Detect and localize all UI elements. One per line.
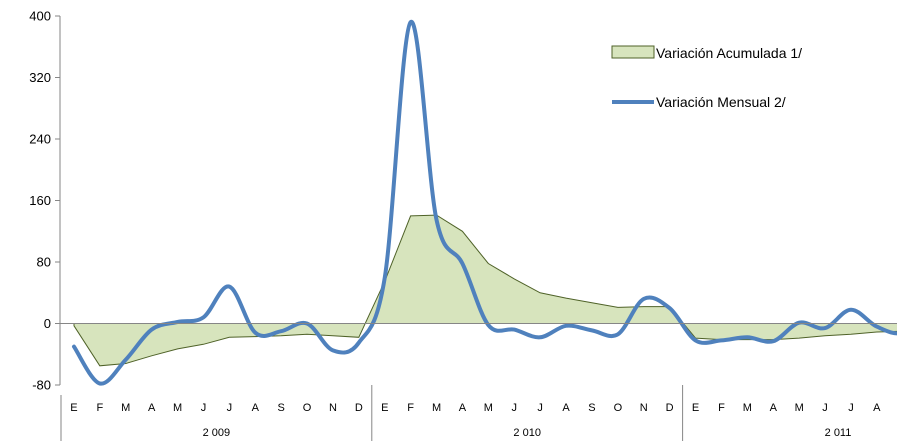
- x-month-label: J: [201, 402, 207, 414]
- x-month-label: J: [227, 402, 233, 414]
- x-year-label: 2 010: [513, 427, 541, 439]
- y-tick-label: 400: [29, 9, 51, 24]
- area-fill: [74, 215, 897, 366]
- x-month-label: F: [96, 402, 103, 414]
- x-month-label: O: [614, 402, 623, 414]
- line-series-mensual: [72, 20, 897, 386]
- x-month-label: J: [822, 402, 828, 414]
- x-month-label: O: [303, 402, 312, 414]
- x-month-label: A: [148, 402, 156, 414]
- x-month-label: M: [743, 402, 752, 414]
- legend-area-swatch: [611, 45, 655, 59]
- y-axis: 400 320 240 160 80 0 -80: [29, 9, 61, 393]
- x-month-label: A: [459, 402, 467, 414]
- x-month-label: E: [381, 402, 388, 414]
- x-month-label: D: [666, 402, 674, 414]
- line-path: [72, 20, 897, 386]
- x-month-label: J: [848, 402, 854, 414]
- x-axis: EFMAMJJASONDEFMAMJJASONDEFMAMJJASONDEF2 …: [60, 323, 897, 441]
- x-month-label: F: [407, 402, 414, 414]
- x-month-label: M: [173, 402, 182, 414]
- y-tick-label: -80: [32, 378, 51, 393]
- y-tick-label: 160: [29, 193, 51, 208]
- x-month-label: M: [484, 402, 493, 414]
- y-tick-label: 320: [29, 70, 51, 85]
- x-month-label: J: [537, 402, 543, 414]
- x-month-label: J: [512, 402, 518, 414]
- legend-area-label: Variación Acumulada 1/: [656, 45, 802, 61]
- x-month-label: F: [718, 402, 725, 414]
- x-month-label: A: [252, 402, 260, 414]
- x-year-label: 2 009: [203, 427, 231, 439]
- y-tick-label: 0: [44, 316, 51, 331]
- x-month-label: A: [770, 402, 778, 414]
- x-month-label: N: [329, 402, 337, 414]
- area-series-acumulada: [73, 214, 897, 367]
- x-month-label: A: [562, 402, 570, 414]
- x-month-label: E: [692, 402, 699, 414]
- x-month-label: E: [70, 402, 77, 414]
- x-month-label: S: [588, 402, 595, 414]
- x-month-label: D: [355, 402, 363, 414]
- y-tick-label: 80: [37, 255, 51, 270]
- legend: Variación Acumulada 1/ Variación Mensual…: [611, 45, 802, 110]
- x-year-label: 2 011: [825, 427, 852, 439]
- x-month-label: M: [795, 402, 804, 414]
- y-tick-label: 240: [29, 132, 51, 147]
- x-month-label: S: [277, 402, 284, 414]
- x-month-label: M: [121, 402, 130, 414]
- legend-line-label: Variación Mensual 2/: [656, 94, 786, 110]
- x-month-label: M: [432, 402, 441, 414]
- x-month-label: N: [640, 402, 648, 414]
- x-month-label: A: [873, 402, 881, 414]
